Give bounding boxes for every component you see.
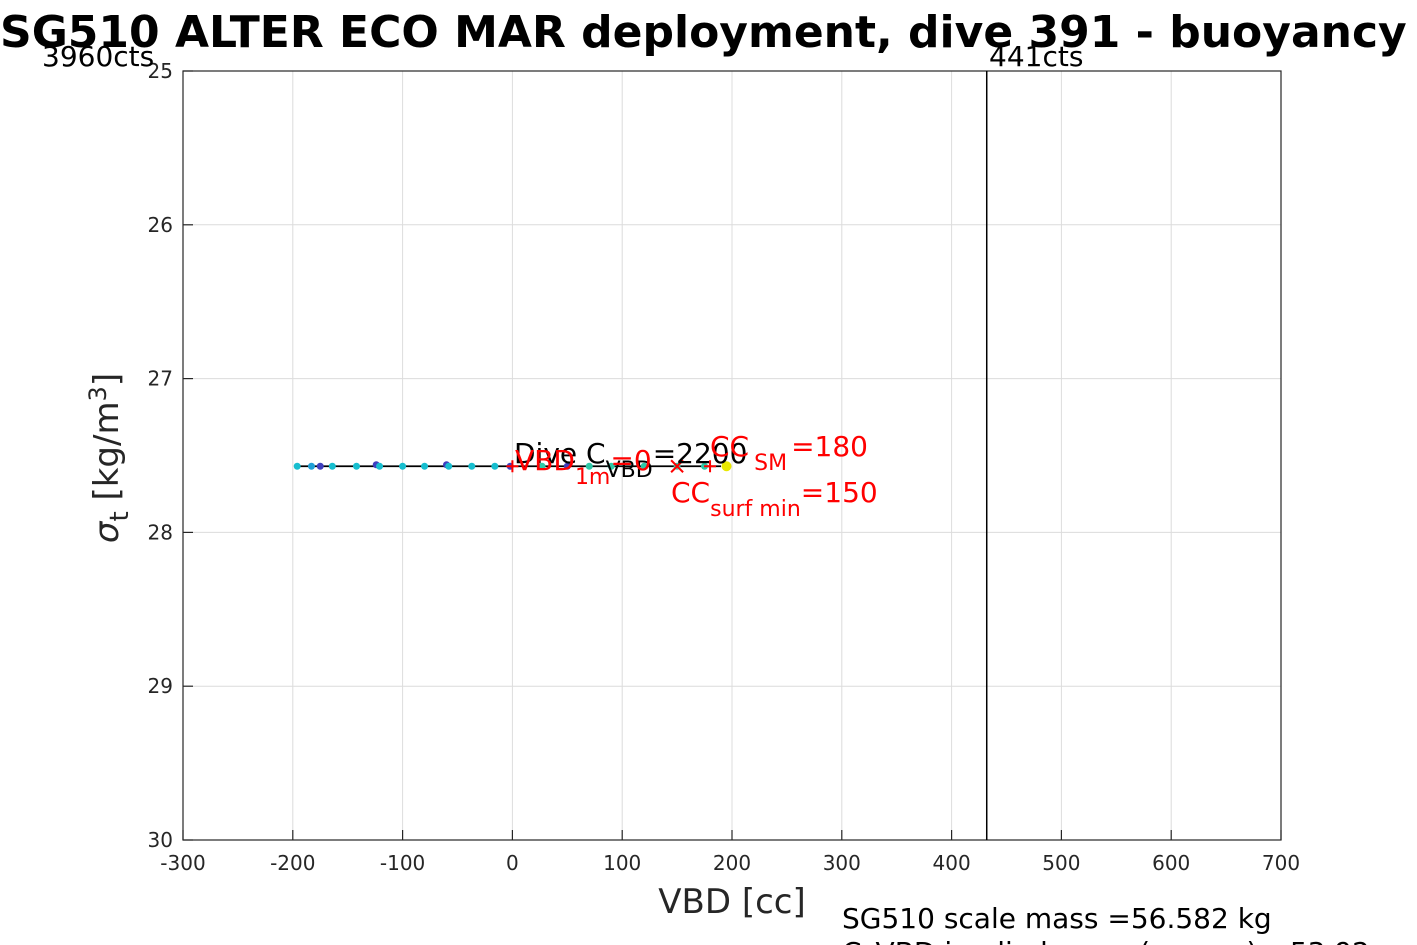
x-tick-label: -200 <box>270 851 315 875</box>
data-point <box>293 462 301 470</box>
annotation-cc-sm: CCSM=180 <box>710 430 868 476</box>
x-tick-label: 700 <box>1262 851 1300 875</box>
data-point <box>607 462 615 470</box>
x-axis: -300 -200 -100 0 100 200 300 400 500 600 700 <box>160 830 1300 875</box>
y-axis: 25 26 27 28 29 30 <box>148 59 193 852</box>
y-tick-label: 27 <box>148 367 173 391</box>
y-axis-label: σt [kg/m3] <box>84 373 135 543</box>
data-point <box>640 462 648 470</box>
data-point <box>585 462 593 470</box>
data-point <box>721 461 732 472</box>
plus-marker <box>704 460 717 473</box>
x-tick-label: 100 <box>603 851 641 875</box>
data-point <box>468 462 476 470</box>
data-point <box>307 462 315 470</box>
data-point <box>328 462 336 470</box>
annotation-cc-surf-min: CCsurf min=150 <box>671 476 878 522</box>
chart-title: SG510 ALTER ECO MAR deployment, dive 391… <box>0 7 1417 58</box>
data-point <box>491 462 499 470</box>
data-point <box>421 462 429 470</box>
reference-markers <box>506 459 717 473</box>
data-point <box>316 462 324 470</box>
footer-scale-mass: SG510 scale mass =56.582 kg <box>842 902 1272 935</box>
x-tick-label: 300 <box>823 851 861 875</box>
x-tick-label: 0 <box>506 851 519 875</box>
data-point <box>563 462 571 470</box>
x-tick-label: -100 <box>380 851 425 875</box>
cross-marker <box>670 459 684 473</box>
y-tick-label: 30 <box>148 828 173 852</box>
y-tick-label: 25 <box>148 59 173 83</box>
data-point <box>376 462 384 470</box>
x-axis-label: VBD [cc] <box>658 882 806 922</box>
y-tick-label: 28 <box>148 520 173 544</box>
annotation-vbd-1m: VBD1m=0 <box>515 444 652 490</box>
top-right-count-label: 441cts <box>989 40 1083 73</box>
plus-marker <box>506 460 519 473</box>
footer-implied-mass: C_VBD implied mass (approx) =53.92 <box>842 936 1370 945</box>
annotation-dive-c-vbd: Dive CVBD=2200 <box>514 437 747 483</box>
data-point <box>352 462 360 470</box>
data-points <box>293 461 732 472</box>
top-left-count-label: 3960cts <box>42 40 154 73</box>
data-point <box>445 462 453 470</box>
x-tick-label: -300 <box>160 851 205 875</box>
y-tick-label: 29 <box>148 674 173 698</box>
data-point <box>538 462 546 470</box>
data-point <box>399 462 407 470</box>
x-tick-label: 500 <box>1042 851 1080 875</box>
x-tick-label: 400 <box>933 851 971 875</box>
x-tick-label: 200 <box>713 851 751 875</box>
y-tick-label: 26 <box>148 213 173 237</box>
x-tick-label: 600 <box>1152 851 1190 875</box>
